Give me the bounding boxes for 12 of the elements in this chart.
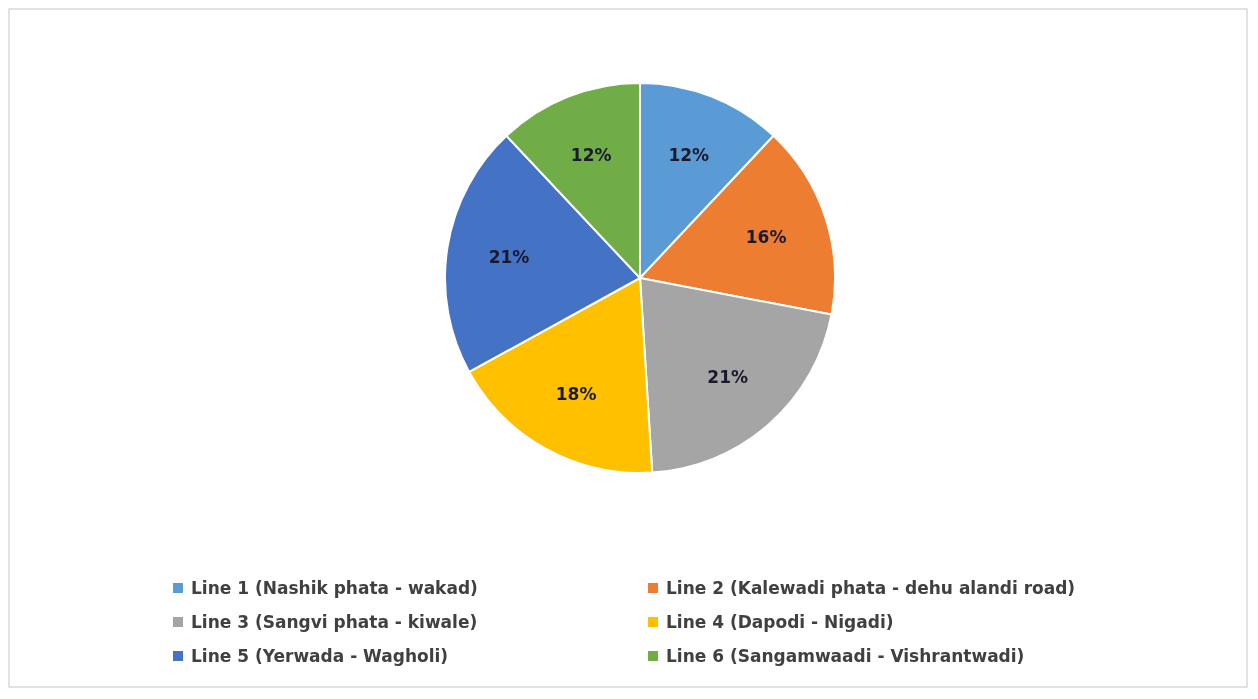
legend-label: Line 3 (Sangvi phata - kiwale) xyxy=(191,612,478,632)
legend-label: Line 2 (Kalewadi phata - dehu alandi road) xyxy=(666,578,1076,598)
legend-label: Line 1 (Nashik phata - wakad) xyxy=(191,578,478,598)
legend-label: Line 4 (Dapodi - Nigadi) xyxy=(666,612,894,632)
legend-label: Line 6 (Sangamwaadi - Vishrantwadi) xyxy=(666,646,1025,666)
data-label: 16% xyxy=(745,227,787,248)
data-label: 21% xyxy=(488,247,530,268)
data-label: 12% xyxy=(570,144,612,165)
data-label: 21% xyxy=(707,367,749,388)
data-label: 12% xyxy=(668,144,710,165)
data-label: 18% xyxy=(555,384,597,405)
legend-label: Line 5 (Yerwada - Wagholi) xyxy=(191,646,449,666)
